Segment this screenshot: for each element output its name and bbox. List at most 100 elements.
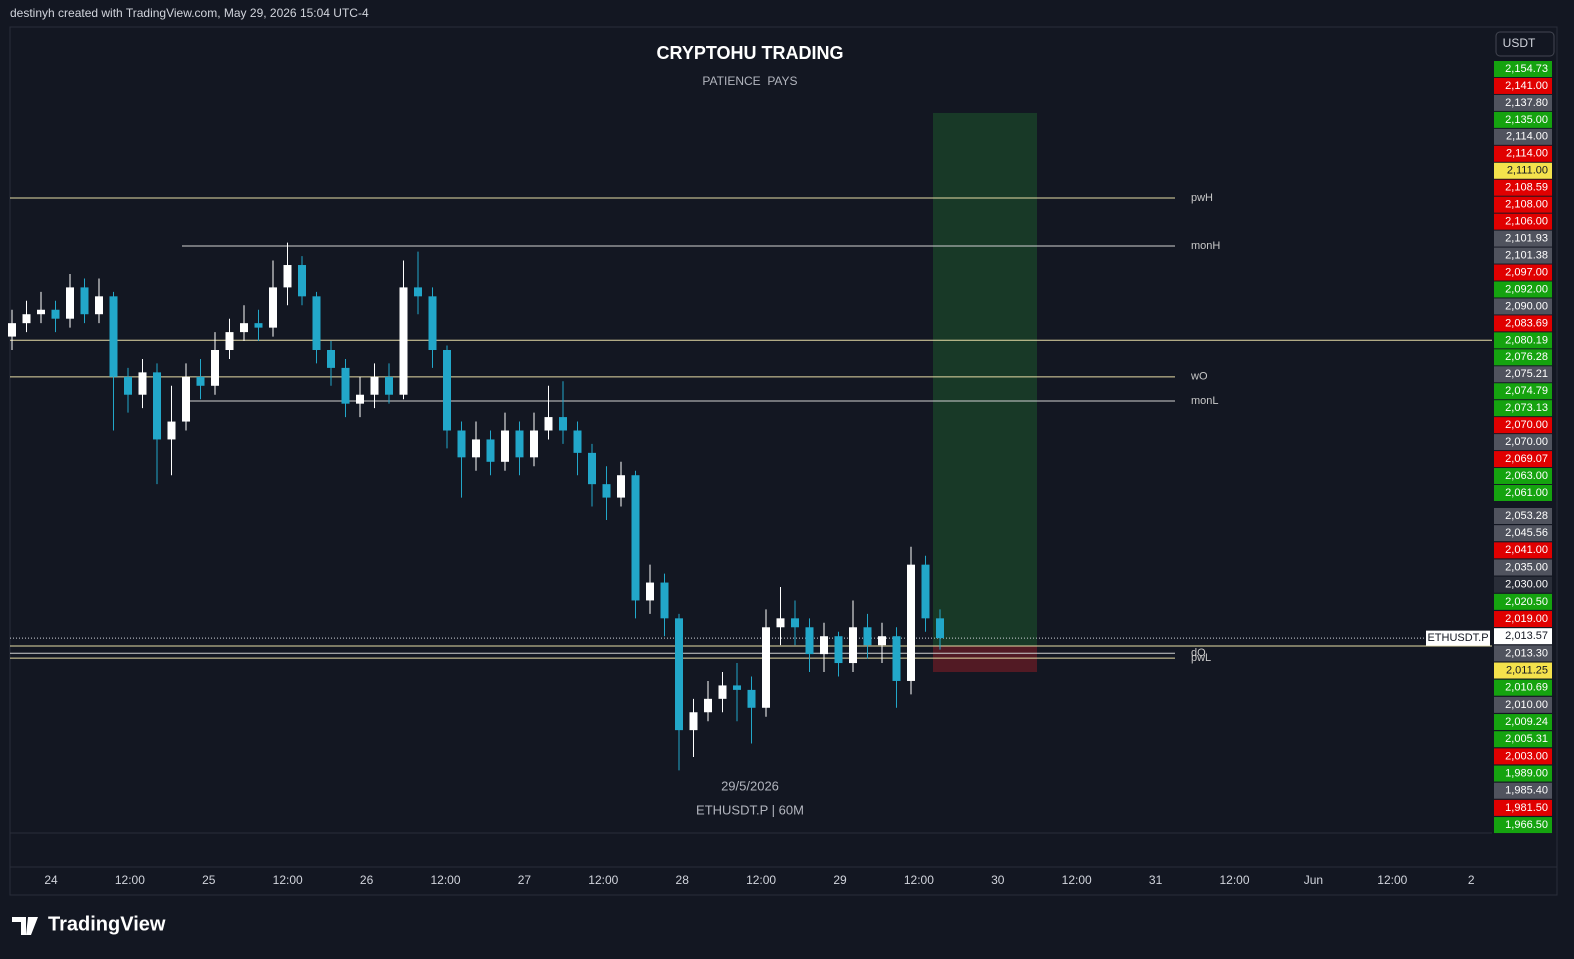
logo: TradingView [12, 913, 166, 935]
price-tag: 2,070.00 [1505, 419, 1548, 431]
candle-body [138, 372, 147, 395]
candle-body [631, 475, 640, 601]
price-tag-box [1494, 111, 1552, 128]
candle-body [211, 350, 219, 386]
price-tag: 2,080.19 [1505, 334, 1548, 346]
price-tag-box [1494, 128, 1552, 145]
price-tag-box [1494, 94, 1552, 111]
candle-body [312, 296, 321, 350]
price-tag: 2,076.28 [1505, 351, 1548, 363]
logo-text: TradingView [48, 913, 166, 935]
x-tick-label: 25 [202, 873, 216, 887]
price-tag: 2,154.73 [1505, 63, 1548, 75]
x-tick-label: 12:00 [1219, 873, 1249, 887]
symbol-tag: ETHUSDT.P [1427, 632, 1488, 644]
price-tag: 2,083.69 [1505, 317, 1548, 329]
price-tag-box [1494, 714, 1552, 731]
candle-body [718, 685, 727, 699]
candle-body [356, 394, 364, 404]
chart-title: CRYPTOHU TRADING [656, 43, 843, 63]
price-tag: 1,985.40 [1505, 785, 1548, 797]
currency-button[interactable] [1495, 31, 1555, 57]
price-tag-box [1494, 230, 1552, 247]
price-tag: 2,075.21 [1505, 368, 1548, 380]
level-label: monL [1191, 395, 1219, 407]
candle-body [820, 636, 828, 655]
price-tag-box [1494, 628, 1552, 645]
candle-body [124, 376, 132, 395]
price-tag: 2,135.00 [1505, 114, 1548, 126]
price-tag: 2,101.38 [1505, 249, 1548, 261]
x-tick-label: 28 [676, 873, 690, 887]
price-tag: 2,010.00 [1505, 699, 1548, 711]
candle-body [544, 417, 553, 431]
candle-body [878, 636, 886, 646]
price-tag: 2,041.00 [1505, 544, 1548, 556]
candle-body [240, 323, 248, 333]
candle-body [501, 430, 509, 462]
price-tag-box [1494, 748, 1552, 765]
price-tag-box [1494, 281, 1552, 298]
candle-body [849, 627, 857, 664]
price-tag: 2,005.31 [1505, 733, 1548, 745]
price-tag-box [1494, 468, 1552, 485]
candle-body [617, 475, 625, 498]
level-label: pwH [1191, 192, 1213, 204]
price-tag: 2,061.00 [1505, 487, 1548, 499]
x-tick-label: 27 [518, 873, 532, 887]
price-tag-box [1494, 213, 1552, 230]
candle-body [776, 618, 785, 628]
candle-body [109, 296, 118, 377]
candle-body [428, 296, 437, 350]
chart-subtitle: PATIENCE PAYS [702, 74, 797, 88]
candle-body [486, 439, 495, 462]
candle-body [573, 430, 582, 453]
candle-body [675, 618, 683, 731]
candle-body [66, 287, 74, 319]
x-tick-label: 12:00 [1062, 873, 1092, 887]
price-tag: 2,097.00 [1505, 266, 1548, 278]
candle-body [689, 712, 698, 731]
candle-body [646, 582, 654, 601]
x-tick-label: 12:00 [430, 873, 460, 887]
level-label: pwL [1191, 652, 1211, 664]
candle-body [399, 287, 408, 395]
candle-body [327, 350, 335, 368]
price-tag: 2,019.00 [1505, 613, 1548, 625]
x-tick-label: 29 [833, 873, 847, 887]
price-tag-box [1494, 383, 1552, 400]
candle-body [704, 698, 712, 713]
price-tag-box [1494, 731, 1552, 748]
level-label: wO [1190, 371, 1208, 383]
price-tag-box [1494, 400, 1552, 417]
candle-body [921, 564, 930, 619]
price-tag: 2,010.69 [1505, 682, 1548, 694]
price-tag: 2,069.07 [1505, 453, 1548, 465]
candle-body [472, 439, 480, 458]
x-tick-label: 31 [1149, 873, 1163, 887]
x-tick-label: 30 [991, 873, 1005, 887]
candle-body [791, 618, 799, 628]
price-tag: 2,114.00 [1506, 131, 1548, 143]
candle-body [863, 627, 872, 646]
price-tag: 2,111.00 [1507, 165, 1548, 177]
candle-body [370, 376, 379, 395]
level-label: dO [1191, 647, 1206, 659]
price-tag: 2,137.80 [1505, 97, 1548, 109]
price-tag-box [1494, 508, 1552, 524]
currency[interactable]: USDT [1503, 36, 1536, 50]
candle-body [80, 287, 89, 315]
price-tag: 2,020.50 [1505, 596, 1548, 608]
price-tag: 2,092.00 [1505, 283, 1548, 295]
price-tag: 2,114.00 [1506, 148, 1548, 160]
candle-body [269, 287, 277, 328]
candle-body [834, 636, 843, 664]
candle-body [153, 372, 161, 440]
price-tag: 2,141.00 [1505, 80, 1548, 92]
price-tag: 2,009.24 [1505, 716, 1548, 728]
x-tick-label: 24 [44, 873, 58, 887]
candle-body [298, 265, 306, 297]
x-tick-label: 12:00 [1377, 873, 1407, 887]
price-tag: 2,035.00 [1505, 561, 1548, 573]
